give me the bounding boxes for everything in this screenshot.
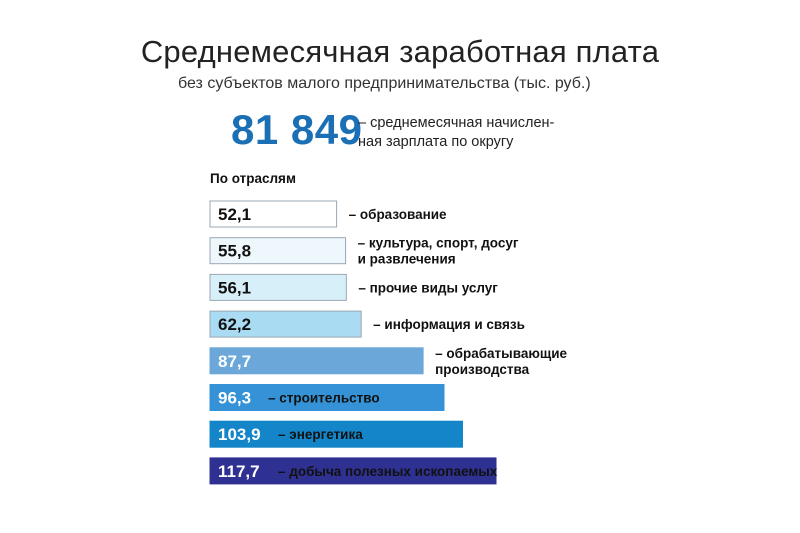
bar-category-label: – информация и связь — [373, 317, 525, 332]
headline-description-line1: – среднемесячная начислен- — [358, 115, 555, 131]
bar-value-label: 52,1 — [218, 205, 251, 224]
bar-category-label: – культура, спорт, досуг — [358, 236, 519, 251]
bar-category-label: производства — [435, 362, 529, 377]
bar — [209, 273, 347, 301]
bar — [209, 457, 497, 485]
bar-group: 117,7 – добыча полезных ископаемых — [209, 457, 498, 485]
bar-category-label: – прочие виды услуг — [358, 280, 498, 295]
bar-value-label: 62,2 — [218, 315, 251, 334]
bar-group: 62,2 – информация и связь — [209, 310, 525, 338]
bar-category-label: – добыча полезных ископаемых — [278, 464, 498, 479]
bar-category-label: и развлечения — [358, 252, 456, 267]
bar-value-label: 87,7 — [218, 352, 251, 371]
headline-value: 81 849 — [231, 106, 363, 153]
bar — [209, 347, 424, 375]
bar-group: 56,1 – прочие виды услуг — [209, 273, 498, 301]
bar-group: 103,9 – энергетика — [209, 420, 463, 448]
bar-value-label: 96,3 — [218, 389, 251, 408]
bar-category-label: – энергетика — [278, 427, 363, 442]
bar-group: 52,1 – образование — [209, 200, 447, 228]
bar-value-label: 56,1 — [218, 278, 251, 297]
bar — [209, 420, 463, 448]
bar-value-label: 117,7 — [218, 462, 260, 481]
chart-title: Среднемесячная заработная плата — [140, 34, 660, 69]
bar — [209, 310, 362, 338]
headline-description: – среднемесячная начислен- ная зарплата … — [358, 114, 578, 152]
bar — [209, 200, 338, 228]
chart-subtitle: без субъектов малого предпринимательства… — [178, 75, 591, 92]
bar-category-label: – обрабатывающие — [435, 346, 567, 361]
bar-value-label: 103,9 — [218, 425, 261, 444]
bar-group: 96,3 – строительство — [209, 384, 445, 411]
bar — [209, 384, 445, 411]
bar-value-label: 55,8 — [218, 242, 251, 261]
bar — [209, 237, 347, 265]
bar-category-label: – образование — [349, 207, 447, 222]
section-label: По отраслям — [210, 171, 296, 186]
headline-description-line2: ная зарплата по округу — [358, 134, 514, 150]
bar-category-label: – строительство — [268, 391, 380, 406]
